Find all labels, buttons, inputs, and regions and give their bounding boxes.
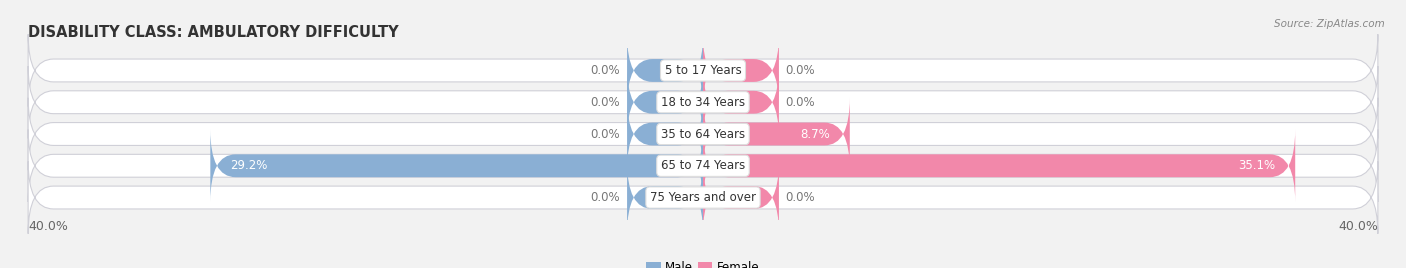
Text: DISABILITY CLASS: AMBULATORY DIFFICULTY: DISABILITY CLASS: AMBULATORY DIFFICULTY	[28, 25, 399, 40]
Text: 40.0%: 40.0%	[28, 220, 67, 233]
Legend: Male, Female: Male, Female	[641, 256, 765, 268]
FancyBboxPatch shape	[703, 161, 779, 234]
Text: 0.0%: 0.0%	[591, 128, 620, 140]
Text: 0.0%: 0.0%	[786, 96, 815, 109]
Text: Source: ZipAtlas.com: Source: ZipAtlas.com	[1274, 19, 1385, 29]
Text: 35.1%: 35.1%	[1237, 159, 1275, 172]
FancyBboxPatch shape	[627, 161, 703, 234]
FancyBboxPatch shape	[627, 66, 703, 139]
Text: 18 to 34 Years: 18 to 34 Years	[661, 96, 745, 109]
FancyBboxPatch shape	[28, 98, 1378, 170]
FancyBboxPatch shape	[28, 66, 1378, 139]
FancyBboxPatch shape	[627, 34, 703, 107]
Text: 75 Years and over: 75 Years and over	[650, 191, 756, 204]
Text: 0.0%: 0.0%	[786, 191, 815, 204]
Text: 0.0%: 0.0%	[786, 64, 815, 77]
Text: 8.7%: 8.7%	[800, 128, 830, 140]
FancyBboxPatch shape	[211, 129, 703, 202]
Text: 0.0%: 0.0%	[591, 64, 620, 77]
FancyBboxPatch shape	[703, 129, 1295, 202]
FancyBboxPatch shape	[28, 129, 1378, 202]
FancyBboxPatch shape	[703, 34, 779, 107]
Text: 40.0%: 40.0%	[1339, 220, 1378, 233]
Text: 0.0%: 0.0%	[591, 191, 620, 204]
FancyBboxPatch shape	[28, 34, 1378, 107]
Text: 5 to 17 Years: 5 to 17 Years	[665, 64, 741, 77]
Text: 65 to 74 Years: 65 to 74 Years	[661, 159, 745, 172]
FancyBboxPatch shape	[28, 161, 1378, 234]
FancyBboxPatch shape	[627, 98, 703, 170]
Text: 35 to 64 Years: 35 to 64 Years	[661, 128, 745, 140]
Text: 0.0%: 0.0%	[591, 96, 620, 109]
Text: 29.2%: 29.2%	[231, 159, 269, 172]
FancyBboxPatch shape	[703, 66, 779, 139]
FancyBboxPatch shape	[703, 98, 849, 170]
